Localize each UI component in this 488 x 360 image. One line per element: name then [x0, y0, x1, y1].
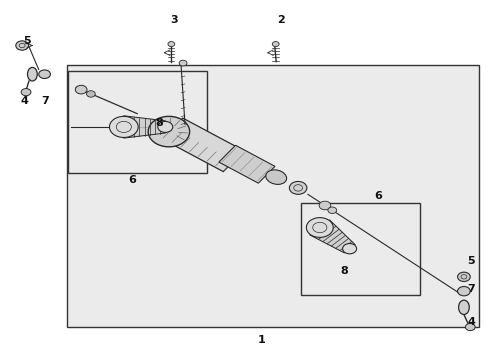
Ellipse shape	[148, 116, 189, 147]
Text: 3: 3	[170, 15, 177, 26]
Circle shape	[306, 218, 332, 237]
Bar	[300, 203, 419, 295]
Circle shape	[21, 89, 31, 96]
Text: 1: 1	[257, 334, 265, 345]
Ellipse shape	[458, 300, 468, 315]
Circle shape	[179, 60, 186, 66]
Circle shape	[342, 243, 356, 254]
Polygon shape	[162, 118, 244, 172]
Circle shape	[109, 116, 138, 138]
Text: 6: 6	[128, 175, 136, 185]
Circle shape	[457, 272, 469, 282]
Circle shape	[86, 91, 95, 97]
Text: 7: 7	[467, 284, 474, 294]
Text: 5: 5	[22, 36, 30, 46]
Circle shape	[173, 123, 183, 131]
Circle shape	[162, 122, 175, 132]
Circle shape	[158, 121, 172, 132]
Circle shape	[167, 41, 174, 46]
Circle shape	[75, 85, 87, 94]
Circle shape	[327, 207, 336, 213]
Text: 4: 4	[20, 96, 28, 106]
Circle shape	[465, 323, 474, 330]
Text: 7: 7	[41, 96, 49, 106]
Polygon shape	[123, 116, 165, 138]
Text: 2: 2	[277, 15, 285, 26]
Bar	[68, 71, 206, 173]
Text: 8: 8	[340, 266, 347, 276]
Text: 6: 6	[374, 191, 382, 201]
Polygon shape	[309, 220, 354, 253]
Circle shape	[319, 201, 330, 210]
Circle shape	[289, 181, 306, 194]
Polygon shape	[219, 145, 274, 183]
Text: 8: 8	[155, 118, 163, 128]
Text: 4: 4	[467, 317, 474, 327]
Circle shape	[16, 41, 28, 50]
Text: 5: 5	[467, 256, 474, 266]
Circle shape	[39, 70, 50, 78]
Bar	[66, 65, 478, 327]
Circle shape	[457, 287, 469, 296]
Ellipse shape	[27, 67, 37, 81]
Ellipse shape	[265, 170, 286, 184]
Circle shape	[272, 41, 279, 46]
